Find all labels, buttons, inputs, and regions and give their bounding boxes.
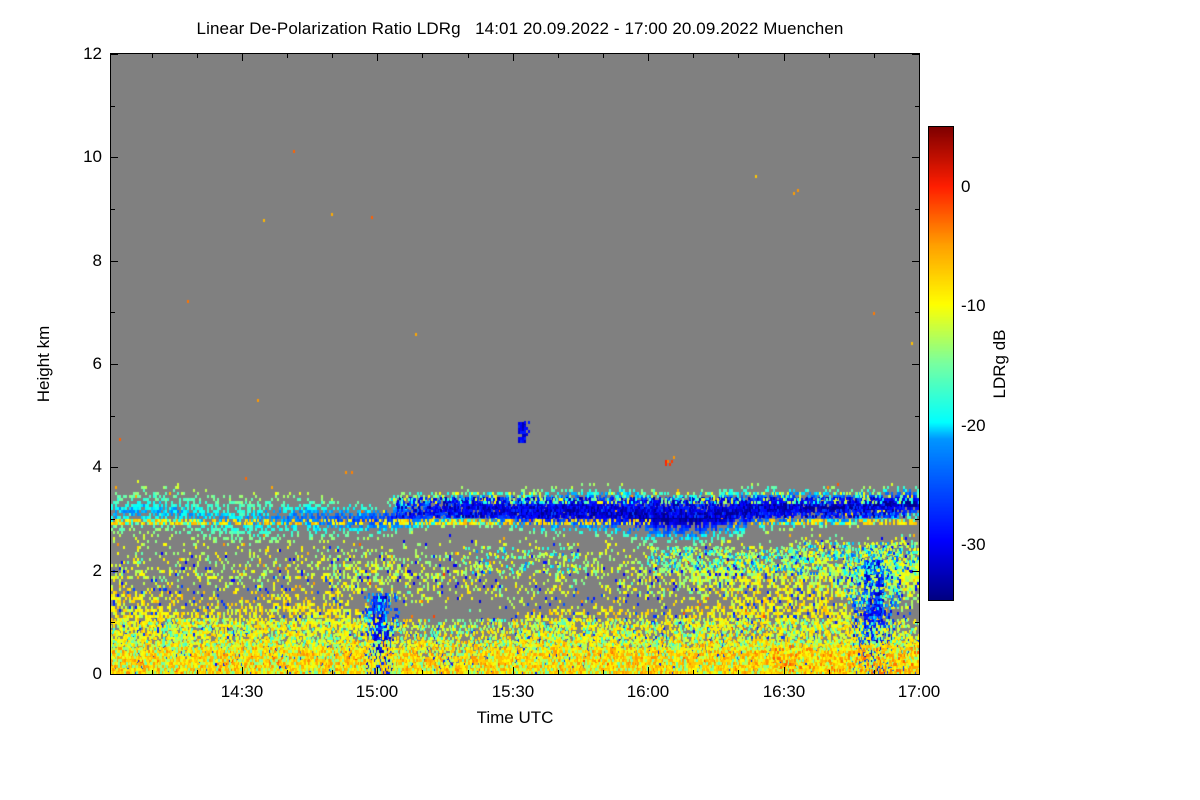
y-tick-10 [111, 157, 118, 158]
y-tick-right-11 [915, 106, 919, 107]
y-tick-right-0 [912, 674, 919, 675]
x-tick-15.167 [422, 670, 423, 674]
x-tick-label-17:00: 17:00 [897, 682, 941, 701]
y-tick-right-2 [912, 571, 919, 572]
x-tick-14.500 [242, 667, 243, 674]
y-tick-6 [111, 364, 118, 365]
y-tick-label-2: 2 [92, 561, 102, 580]
x-tick-14.333 [197, 670, 198, 674]
x-tick-top-16.500 [784, 54, 785, 61]
x-tick-label-16:30: 16:30 [762, 682, 806, 701]
x-tick-label-16:00: 16:00 [626, 682, 670, 701]
heatmap-plot-area [110, 53, 920, 675]
x-tick-top-15.833 [603, 54, 604, 58]
colorbar-tick-label-0: 0 [961, 177, 971, 196]
x-tick-top-16.833 [874, 54, 875, 58]
y-tick-4 [111, 467, 118, 468]
colorbar-tick-label--30: -30 [961, 535, 986, 554]
x-tick-label-14:30: 14:30 [220, 682, 264, 701]
y-tick-right-5 [915, 416, 919, 417]
y-tick-right-9 [915, 209, 919, 210]
x-tick-label-15:00: 15:00 [355, 682, 399, 701]
x-tick-15.667 [558, 670, 559, 674]
y-tick-11 [111, 106, 115, 107]
y-tick-label-4: 4 [92, 457, 102, 476]
y-tick-right-10 [912, 157, 919, 158]
colorbar-gradient [929, 127, 953, 600]
y-tick-7 [111, 312, 115, 313]
x-tick-top-15.500 [513, 54, 514, 61]
y-tick-right-4 [912, 467, 919, 468]
x-tick-top-15.333 [468, 54, 469, 58]
y-tick-1 [111, 622, 115, 623]
x-tick-top-14.667 [287, 54, 288, 58]
x-tick-top-16.167 [693, 54, 694, 58]
heatmap-data-layer [111, 54, 919, 674]
x-tick-14.667 [287, 670, 288, 674]
y-axis-title: Height km [34, 325, 53, 403]
y-tick-right-8 [912, 261, 919, 262]
x-tick-top-15.000 [377, 54, 378, 61]
x-tick-14.833 [332, 670, 333, 674]
x-tick-16.833 [874, 670, 875, 674]
x-tick-top-15.667 [558, 54, 559, 58]
x-tick-16.000 [648, 667, 649, 674]
colorbar-title: LDRg dB [990, 329, 1009, 399]
x-tick-15.833 [603, 670, 604, 674]
y-tick-8 [111, 261, 118, 262]
y-tick-0 [111, 674, 118, 675]
y-tick-9 [111, 209, 115, 210]
x-tick-16.500 [784, 667, 785, 674]
y-tick-2 [111, 571, 118, 572]
y-tick-label-10: 10 [83, 147, 102, 166]
colorbar-tick-label--10: -10 [961, 296, 986, 315]
y-tick-right-12 [912, 54, 919, 55]
x-tick-top-16.333 [738, 54, 739, 58]
page-title: Linear De-Polarization Ratio LDRg 14:01 … [196, 19, 844, 38]
x-tick-top-16.667 [829, 54, 830, 58]
x-tick-16.333 [738, 670, 739, 674]
x-tick-top-14.333 [197, 54, 198, 58]
y-tick-right-7 [915, 312, 919, 313]
y-tick-5 [111, 416, 115, 417]
x-tick-label-15:30: 15:30 [491, 682, 535, 701]
x-tick-top-16.000 [648, 54, 649, 61]
x-tick-16.167 [693, 670, 694, 674]
y-tick-right-1 [915, 622, 919, 623]
x-tick-15.333 [468, 670, 469, 674]
x-tick-top-14.167 [152, 54, 153, 58]
y-tick-right-3 [915, 519, 919, 520]
x-tick-top-15.167 [422, 54, 423, 58]
y-tick-12 [111, 54, 118, 55]
x-tick-14.167 [152, 670, 153, 674]
y-tick-right-6 [912, 364, 919, 365]
x-tick-16.667 [829, 670, 830, 674]
x-tick-top-14.833 [332, 54, 333, 58]
colorbar [928, 126, 954, 601]
colorbar-tick-label--20: -20 [961, 416, 986, 435]
y-tick-3 [111, 519, 115, 520]
y-tick-label-6: 6 [92, 354, 102, 373]
x-axis-title: Time UTC [476, 708, 554, 727]
x-tick-15.500 [513, 667, 514, 674]
x-tick-15.000 [377, 667, 378, 674]
y-tick-label-8: 8 [92, 251, 102, 270]
y-tick-label-0: 0 [92, 664, 102, 683]
y-tick-label-12: 12 [83, 44, 102, 63]
x-tick-top-14.500 [242, 54, 243, 61]
